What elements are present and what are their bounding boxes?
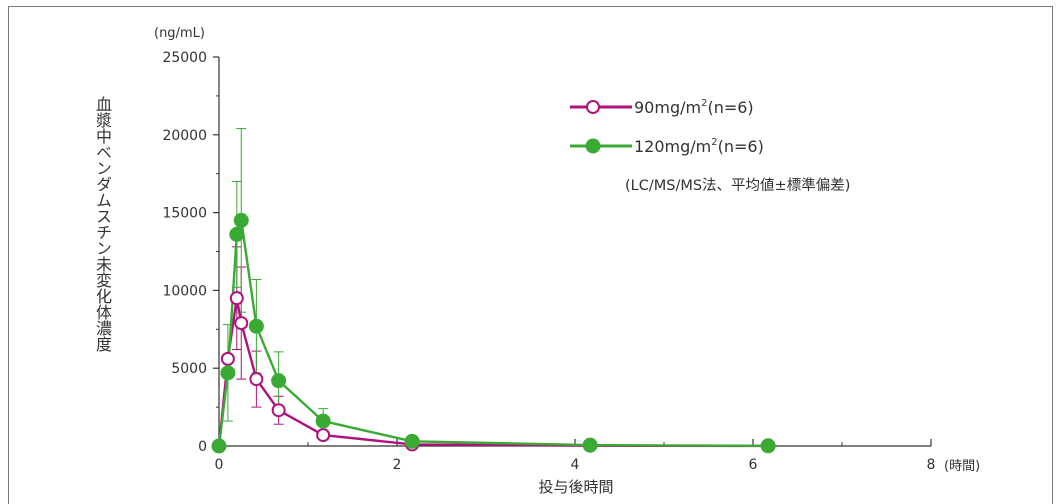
legend-marker-series-2 (585, 138, 601, 154)
plot-area (211, 128, 776, 454)
legend-label-sup: 2 (711, 137, 717, 148)
x-tick-label: 0 (215, 457, 224, 473)
data-point (229, 291, 244, 306)
data-point (249, 372, 264, 387)
data-point (582, 437, 598, 453)
series-1-markers (212, 291, 776, 453)
series-2-markers (211, 212, 776, 454)
axis-ticks: 0 5000 10000 15000 20000 25000 0 2 4 6 8 (162, 50, 935, 473)
data-point (220, 365, 236, 381)
legend-label-series-2: 120mg/m2(n=6) (634, 137, 764, 156)
legend-marker-series-1 (586, 100, 600, 114)
series-1 (231, 246, 284, 425)
method-note: (LC/MS/MS法、平均値±標準偏差) (625, 177, 850, 194)
data-point (229, 226, 245, 242)
legend-label-sup: 2 (701, 98, 707, 109)
data-point (271, 373, 287, 389)
y-tick-label: 5000 (171, 361, 207, 377)
data-point (220, 351, 235, 366)
data-point (315, 413, 331, 429)
x-tick-label: 4 (571, 457, 580, 473)
series-2 (222, 128, 329, 435)
chart-frame (8, 6, 1053, 504)
y-unit-label: (ng/mL) (154, 26, 205, 41)
y-tick-label: 0 (198, 439, 207, 455)
legend-label-main: 90mg/m (634, 98, 701, 117)
legend-label-tail: (n=6) (718, 137, 764, 156)
data-point (271, 403, 286, 418)
data-point (234, 316, 249, 331)
series-line (217, 219, 769, 447)
data-point (233, 212, 249, 228)
legend-label-main: 120mg/m (634, 137, 711, 156)
x-axis-title: 投与後時間 (538, 478, 613, 496)
y-tick-label: 25000 (162, 50, 207, 66)
data-point (211, 438, 227, 454)
x-tick-label: 2 (393, 457, 402, 473)
series-line (217, 297, 769, 448)
y-axis-title: 血漿中ベンダムスチン未変化体濃度 (93, 96, 112, 352)
y-tick-label: 20000 (162, 128, 207, 144)
y-tick-label: 15000 (162, 206, 207, 222)
data-point (404, 433, 420, 449)
data-point (760, 438, 776, 454)
legend-label-tail: (n=6) (707, 98, 753, 117)
x-unit-label: (時間) (944, 459, 980, 474)
x-tick-label: 8 (927, 457, 936, 473)
legend-label-series-1: 90mg/m2(n=6) (634, 98, 754, 117)
series-1-line-group (217, 297, 769, 448)
series-2-line-group (217, 219, 769, 447)
data-point (248, 318, 264, 334)
legend: 90mg/m2(n=6) 120mg/m2(n=6) (LC/MS/MS法、平均… (570, 98, 850, 194)
x-tick-label: 6 (749, 457, 758, 473)
data-point (316, 428, 331, 443)
y-tick-label: 10000 (162, 283, 207, 299)
